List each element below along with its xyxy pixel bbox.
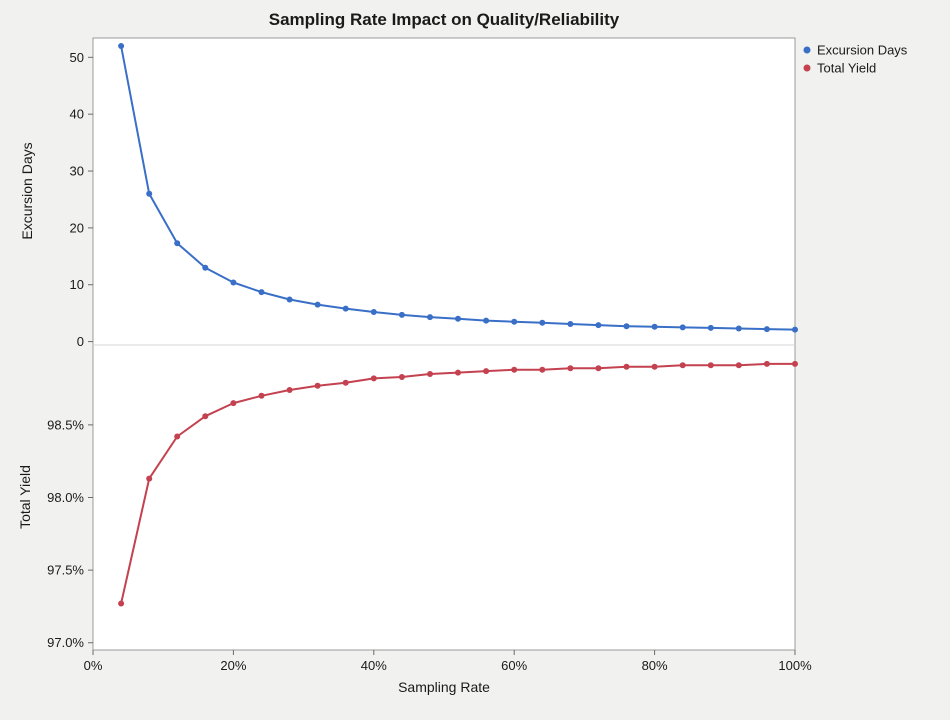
data-point bbox=[623, 323, 630, 330]
y-tick-label: 97.0% bbox=[47, 635, 84, 650]
data-point bbox=[539, 319, 546, 326]
data-point bbox=[707, 324, 714, 331]
data-point bbox=[314, 301, 321, 308]
chart-dynamic-layer: 0% 20% 40% 60% 80% 100% 0 10 20 30 40 50 97.0% 97.5% 9… bbox=[47, 43, 908, 674]
y-axis-label-total-yield: Total Yield bbox=[17, 465, 33, 529]
legend-item[interactable]: Total Yield bbox=[803, 61, 877, 76]
data-point bbox=[398, 374, 405, 380]
data-point bbox=[483, 368, 490, 375]
data-point bbox=[286, 296, 293, 303]
y-tick-label: 40 bbox=[70, 107, 84, 122]
data-point bbox=[792, 326, 798, 333]
data-point bbox=[679, 362, 686, 369]
legend-marker-icon bbox=[803, 46, 811, 54]
data-point bbox=[567, 365, 574, 372]
data-point bbox=[230, 400, 237, 407]
data-point bbox=[427, 314, 433, 321]
data-point bbox=[651, 363, 658, 370]
data-point bbox=[707, 362, 714, 369]
x-axis-label: Sampling Rate bbox=[398, 679, 490, 695]
y-tick-label: 98.0% bbox=[47, 490, 84, 505]
y-tick-label: 10 bbox=[70, 277, 84, 292]
data-point bbox=[792, 360, 798, 367]
data-point bbox=[258, 289, 265, 296]
y-tick-label: 20 bbox=[70, 220, 84, 235]
x-tick-label: 0% bbox=[84, 658, 103, 673]
legend-label: Total Yield bbox=[817, 61, 876, 76]
data-point bbox=[174, 433, 181, 440]
data-point bbox=[567, 321, 574, 327]
data-point bbox=[230, 279, 237, 286]
x-tick-label: 60% bbox=[501, 658, 527, 673]
data-point bbox=[511, 318, 518, 325]
data-point bbox=[342, 305, 349, 312]
x-tick-label: 40% bbox=[361, 658, 387, 673]
y-tick-label: 0 bbox=[77, 334, 84, 349]
data-point bbox=[455, 315, 461, 322]
data-point bbox=[286, 387, 293, 393]
data-point bbox=[202, 413, 209, 420]
data-point bbox=[623, 363, 630, 370]
data-point bbox=[342, 379, 349, 386]
data-point bbox=[174, 240, 181, 247]
data-point bbox=[258, 392, 265, 399]
data-point bbox=[202, 264, 209, 271]
data-point bbox=[146, 190, 153, 197]
data-point bbox=[398, 311, 405, 318]
data-point bbox=[118, 600, 125, 607]
x-tick-label: 100% bbox=[778, 658, 812, 673]
data-point bbox=[595, 322, 602, 329]
data-point bbox=[483, 317, 490, 324]
data-point bbox=[651, 323, 658, 330]
y-tick-label: 50 bbox=[70, 50, 84, 65]
data-point bbox=[314, 382, 321, 389]
y-tick-label: 98.5% bbox=[47, 417, 84, 432]
plot-area bbox=[92, 37, 796, 651]
data-point bbox=[370, 375, 377, 382]
legend-marker-icon bbox=[803, 64, 811, 72]
data-point bbox=[427, 371, 433, 377]
data-point bbox=[118, 43, 125, 49]
data-point bbox=[455, 369, 461, 376]
x-tick-label: 20% bbox=[220, 658, 246, 673]
x-tick-label: 80% bbox=[642, 658, 668, 673]
data-point bbox=[763, 360, 770, 367]
data-point bbox=[370, 309, 377, 315]
legend-item[interactable]: Excursion Days bbox=[803, 43, 908, 58]
data-point bbox=[735, 325, 742, 332]
data-point bbox=[735, 362, 742, 369]
chart-title: Sampling Rate Impact on Quality/Reliabil… bbox=[269, 10, 620, 29]
data-point bbox=[539, 366, 546, 373]
y-axis-label-excursion-days: Excursion Days bbox=[19, 142, 35, 239]
y-tick-label: 97.5% bbox=[47, 563, 84, 578]
y-tick-label: 30 bbox=[70, 164, 84, 179]
data-point bbox=[511, 366, 518, 373]
data-point bbox=[763, 326, 770, 333]
data-point bbox=[595, 365, 602, 372]
data-point bbox=[679, 324, 686, 331]
data-point bbox=[146, 475, 153, 482]
legend-label: Excursion Days bbox=[817, 43, 908, 58]
